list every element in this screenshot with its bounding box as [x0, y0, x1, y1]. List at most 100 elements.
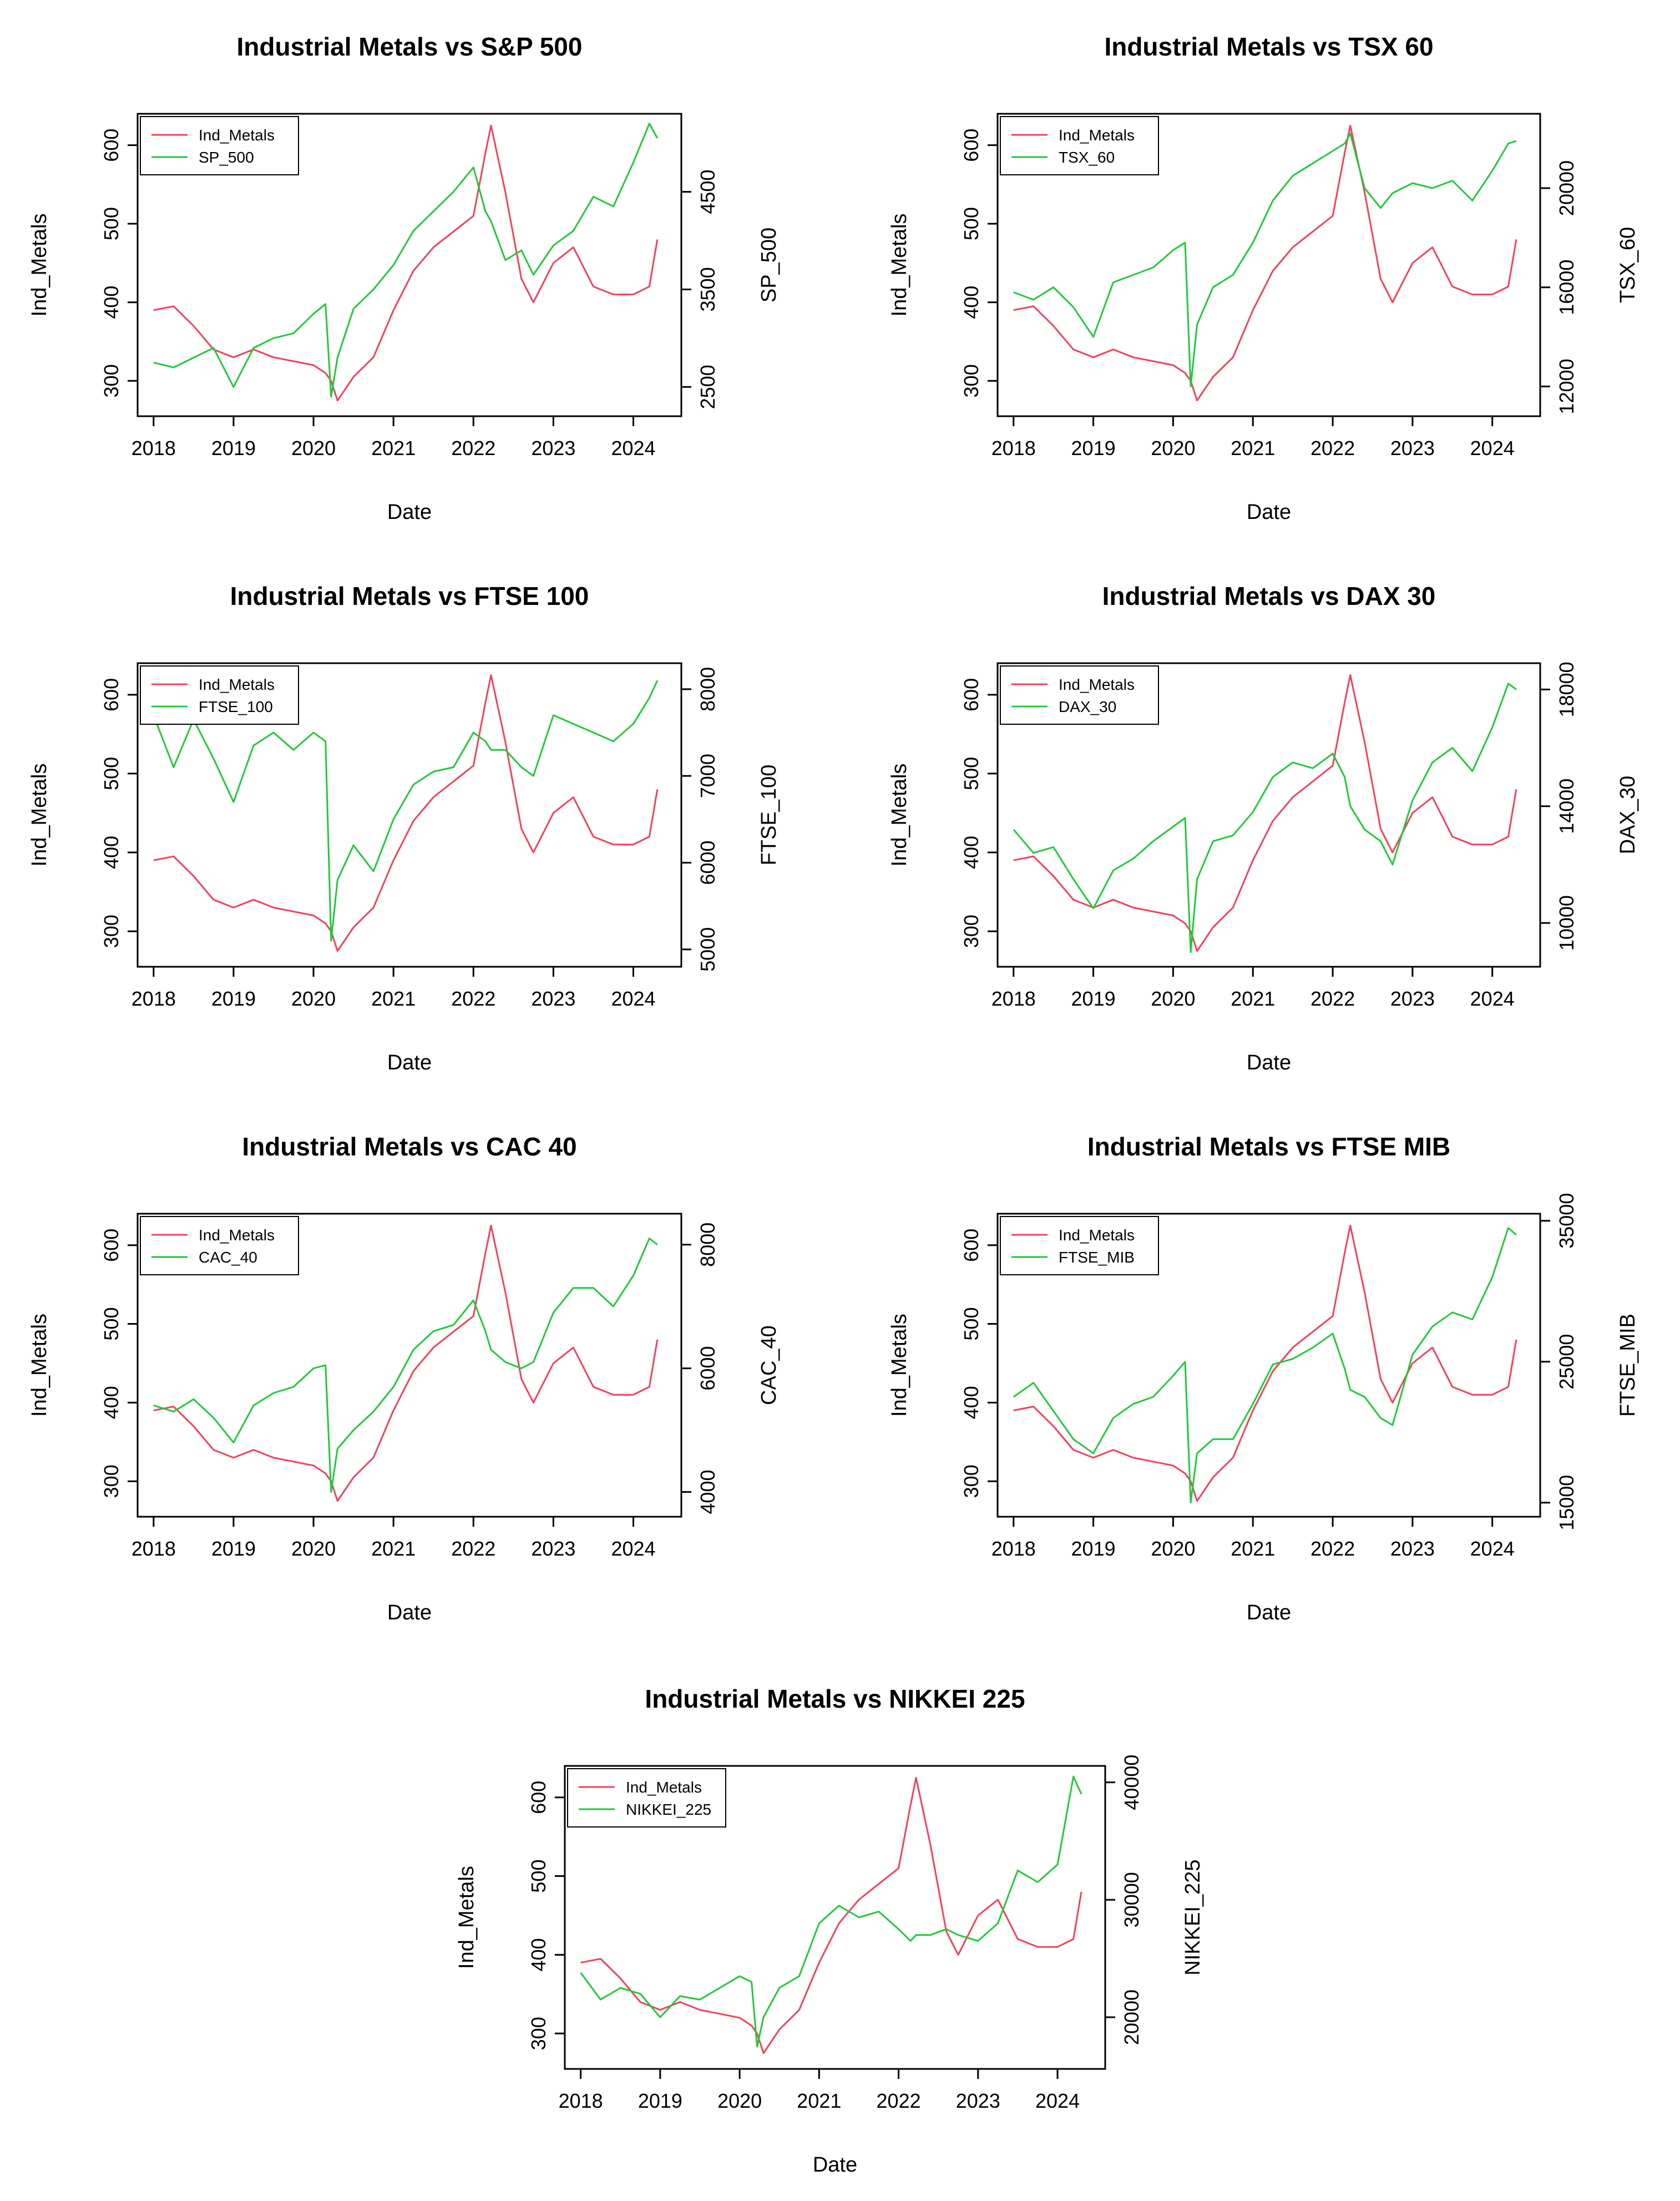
- y-left-tick-label: 500: [960, 1308, 983, 1341]
- y-left-axis-title: Ind_Metals: [28, 214, 51, 317]
- x-tick-label: 2023: [1390, 1537, 1435, 1560]
- chart-title: Industrial Metals vs DAX 30: [1102, 582, 1436, 610]
- x-tick-label: 2022: [451, 1537, 495, 1560]
- legend-label: Ind_Metals: [199, 1226, 275, 1244]
- x-tick-label: 2021: [1231, 437, 1275, 460]
- legend-label: Ind_Metals: [1059, 127, 1135, 144]
- y-left-axis-title: Ind_Metals: [28, 764, 51, 867]
- legend-label: Ind_Metals: [199, 676, 275, 693]
- x-tick-label: 2022: [1310, 437, 1355, 460]
- y-right-tick-label: 3500: [696, 267, 719, 311]
- y-left-tick-label: 400: [100, 286, 123, 319]
- y-left-tick-label: 400: [100, 836, 123, 869]
- x-tick-label: 2019: [211, 437, 256, 460]
- x-tick-label: 2018: [991, 1537, 1036, 1560]
- legend-box: [140, 116, 299, 175]
- chart-title: Industrial Metals vs FTSE 100: [230, 582, 589, 610]
- x-tick-label: 2020: [291, 437, 336, 460]
- y-left-tick-label: 400: [960, 836, 983, 869]
- x-tick-label: 2022: [877, 2089, 921, 2112]
- y-left-tick-label: 300: [100, 1465, 123, 1498]
- y-right-tick-label: 25000: [1555, 1334, 1578, 1390]
- legend-box: [1000, 1216, 1159, 1275]
- x-tick-label: 2024: [1470, 987, 1515, 1010]
- y-left-tick-label: 400: [960, 1386, 983, 1419]
- series-line-ind-metals: [1013, 1224, 1517, 1502]
- series-line-cac-40: [153, 1238, 658, 1493]
- y-left-tick-label: 500: [960, 757, 983, 790]
- y-left-tick-label: 600: [527, 1781, 550, 1814]
- legend-box: [140, 1216, 299, 1275]
- plot-frame: [136, 662, 682, 968]
- y-left-tick-label: 600: [960, 129, 983, 162]
- series-line-sp-500: [153, 123, 659, 398]
- legend-label: NIKKEI_225: [626, 1801, 711, 1818]
- x-tick-label: 2022: [451, 437, 495, 460]
- plot-frame: [136, 1213, 682, 1518]
- x-tick-label: 2020: [717, 2089, 762, 2112]
- chart-panel-6: Industrial Metals vs FTSE MIB 2018 2019 202…: [888, 1132, 1639, 1624]
- y-left-tick-label: 300: [100, 915, 123, 948]
- y-right-tick-label: 15000: [1555, 1475, 1578, 1531]
- x-tick-label: 2023: [1390, 437, 1435, 460]
- y-left-axis-title: Ind_Metals: [888, 214, 911, 317]
- x-tick-label: 2020: [1151, 1537, 1195, 1560]
- y-right-tick-label: 14000: [1555, 779, 1578, 834]
- chart-panel-3: Industrial Metals vs FTSE 100 2018 2019 202…: [28, 582, 781, 1074]
- y-right-tick-label: 2500: [696, 365, 719, 409]
- series-line-ind-metals: [1013, 674, 1517, 952]
- legend-box: [567, 1768, 726, 1828]
- chart-panel-5: Industrial Metals vs CAC 40 2018 2019 2020 2…: [28, 1132, 781, 1624]
- series-line-ftse-100: [153, 680, 659, 942]
- chart-title: Industrial Metals vs FTSE MIB: [1087, 1132, 1450, 1161]
- x-tick-label: 2024: [1470, 1537, 1515, 1560]
- y-right-axis-title: FTSE_MIB: [1616, 1314, 1639, 1417]
- x-tick-label: 2021: [371, 987, 416, 1010]
- x-tick-label: 2019: [1071, 987, 1116, 1010]
- x-tick-label: 2022: [451, 987, 495, 1010]
- y-left-axis-title: Ind_Metals: [888, 764, 911, 867]
- y-left-tick-label: 400: [100, 1386, 123, 1419]
- legend-box: [140, 665, 299, 725]
- y-left-tick-label: 500: [960, 207, 983, 240]
- y-left-tick-label: 600: [960, 1229, 983, 1262]
- legend-box: [1000, 665, 1159, 725]
- x-tick-label: 2023: [531, 1537, 575, 1560]
- y-left-axis-title: Ind_Metals: [455, 1866, 478, 1969]
- plot-frame: [996, 1213, 1541, 1518]
- series-line-ind-metals: [1013, 124, 1517, 402]
- y-right-axis-title: NIKKEI_225: [1181, 1859, 1205, 1975]
- legend-label: Ind_Metals: [626, 1779, 702, 1796]
- y-right-tick-label: 6000: [696, 840, 719, 885]
- x-tick-label: 2018: [131, 437, 176, 460]
- legend-label: SP_500: [199, 149, 254, 166]
- legend-label: DAX_30: [1059, 698, 1116, 715]
- chart-title: Industrial Metals vs TSX 60: [1104, 32, 1433, 61]
- x-tick-label: 2018: [559, 2089, 603, 2112]
- y-left-tick-label: 500: [100, 757, 123, 790]
- x-tick-label: 2024: [1470, 437, 1515, 460]
- legend-label: CAC_40: [199, 1249, 257, 1266]
- x-tick-label: 2021: [1231, 1537, 1275, 1560]
- chart-title: Industrial Metals vs S&P 500: [237, 32, 583, 61]
- x-tick-label: 2021: [371, 1537, 416, 1560]
- y-right-tick-label: 8000: [696, 667, 719, 711]
- x-tick-label: 2024: [611, 1537, 655, 1560]
- y-left-tick-label: 600: [100, 129, 123, 162]
- x-tick-label: 2019: [1071, 437, 1116, 460]
- y-left-tick-label: 500: [527, 1860, 550, 1893]
- y-left-tick-label: 600: [100, 1229, 123, 1262]
- x-tick-label: 2023: [531, 437, 575, 460]
- y-right-tick-label: 4000: [696, 1470, 719, 1514]
- y-left-tick-label: 500: [100, 207, 123, 240]
- y-right-tick-label: 5000: [696, 927, 719, 972]
- y-right-tick-label: 7000: [696, 754, 719, 798]
- y-left-tick-label: 300: [527, 2017, 550, 2050]
- x-tick-label: 2023: [531, 987, 575, 1010]
- x-axis-title: Date: [1247, 1051, 1291, 1074]
- plot-frame: [564, 1765, 1106, 2070]
- x-tick-label: 2018: [991, 987, 1036, 1010]
- chart-panel-4: Industrial Metals vs DAX 30 2018 2019 2020 2…: [888, 582, 1639, 1074]
- legend-label: Ind_Metals: [1059, 676, 1135, 693]
